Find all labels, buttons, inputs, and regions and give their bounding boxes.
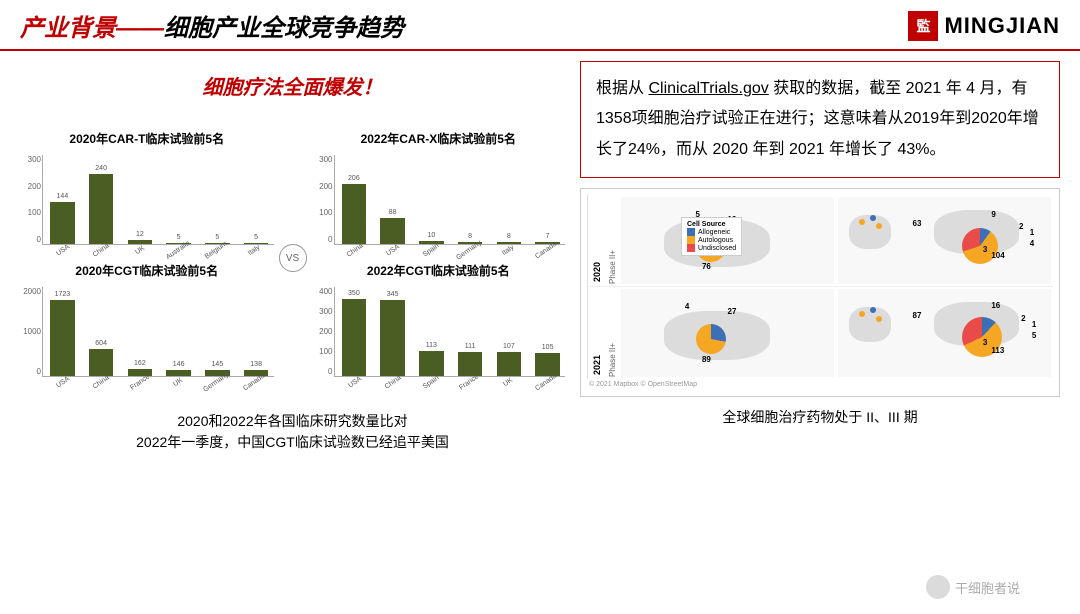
- subtitle: 细胞疗法全面爆发！: [20, 71, 565, 100]
- db-prefix: 根据从: [596, 80, 648, 97]
- chart-cgt-2022: 2022年CGT临床试验前5名4003002001000350345113111…: [312, 262, 566, 386]
- legend-undisclosed: Undisclosed: [687, 244, 736, 252]
- title-black: 细胞产业全球竞争趋势: [164, 15, 404, 42]
- phase-label-1: Phase II+: [606, 195, 619, 286]
- content: 细胞疗法全面爆发！ 2020年CAR-T临床试验前5名3002001000144…: [0, 51, 1080, 453]
- left-caption: 2020和2022年各国临床研究数量比对 2022年一季度，中国CGT临床试验数…: [20, 411, 565, 453]
- caption-line1: 2020和2022年各国临床研究数量比对: [20, 411, 565, 432]
- logo: 監 MINGJIAN: [908, 11, 1060, 41]
- title-red: 产业背景——: [20, 15, 164, 42]
- header: 产业背景——细胞产业全球竞争趋势 監 MINGJIAN: [0, 0, 1080, 51]
- chart-cgt-2020: 2020年CGT临床试验前5名2000100001723604162146145…: [20, 262, 274, 386]
- legend-allogeneic: Allogeneic: [687, 228, 736, 236]
- year-2020: 2020: [587, 195, 606, 286]
- map-2020-world: 63 104 9 2 1 3 4: [838, 197, 1051, 284]
- left-panel: 细胞疗法全面爆发！ 2020年CAR-T临床试验前5名3002001000144…: [20, 61, 565, 453]
- watermark-icon: [926, 575, 950, 599]
- map-2021-na: 89 27 4: [621, 289, 834, 377]
- map-2021-world: 87 113 16 2 1 3 5: [838, 289, 1051, 377]
- map-2020-na: Cell Source Allogeneic Autologous Undisc…: [621, 197, 834, 284]
- world-maps: 2020 Phase II+ Cell Source Allogeneic Au…: [580, 188, 1060, 397]
- map-credit: © 2021 Mapbox © OpenStreetMap: [587, 379, 1053, 390]
- phase-label-2: Phase II+: [606, 287, 619, 379]
- watermark-text: 干细胞者说: [955, 578, 1020, 597]
- watermark: 干细胞者说: [926, 575, 1020, 599]
- clinicaltrials-link[interactable]: ClinicalTrials.gov: [648, 80, 768, 97]
- logo-text: MINGJIAN: [944, 13, 1060, 39]
- map-row-2020: 2020 Phase II+ Cell Source Allogeneic Au…: [587, 195, 1053, 287]
- data-box: 根据从 ClinicalTrials.gov 获取的数据，截至 2021 年 4…: [580, 61, 1060, 178]
- right-panel: 根据从 ClinicalTrials.gov 获取的数据，截至 2021 年 4…: [580, 61, 1060, 453]
- legend-autologous: Autologous: [687, 236, 736, 244]
- chart-cart-2020: 2020年CAR-T临床试验前5名300200100014424012555US…: [20, 130, 274, 254]
- caption-line2: 2022年一季度，中国CGT临床试验数已经追平美国: [20, 432, 565, 453]
- map-legend: Cell Source Allogeneic Autologous Undisc…: [681, 217, 742, 256]
- page-title: 产业背景——细胞产业全球竞争趋势: [20, 8, 404, 43]
- chart-carx-2022: 2022年CAR-X临床试验前5名30020010002068810887Chi…: [312, 130, 566, 254]
- vs-circle: VS: [279, 244, 307, 272]
- charts-grid: 2020年CAR-T临床试验前5名300200100014424012555US…: [20, 130, 565, 386]
- year-2021: 2021: [587, 287, 606, 379]
- map-row-2021: 2021 Phase II+ 89 27 4 87 1: [587, 287, 1053, 379]
- logo-icon: 監: [908, 11, 938, 41]
- right-caption: 全球细胞治疗药物处于 II、III 期: [580, 407, 1060, 427]
- legend-title: Cell Source: [687, 221, 736, 228]
- vs-divider: VS: [278, 130, 308, 386]
